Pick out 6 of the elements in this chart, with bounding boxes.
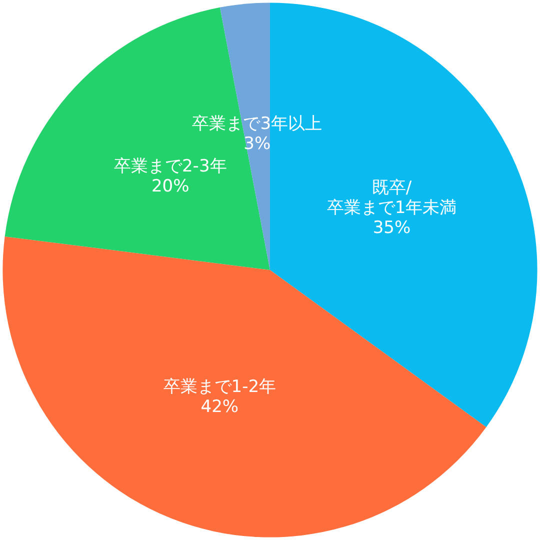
data-label: 35% — [372, 218, 411, 238]
slice-label: 既卒/ 卒業まで1年未満 — [326, 178, 457, 218]
data-label: 20% — [151, 176, 190, 196]
data-label: 42% — [200, 397, 239, 418]
slice-label: 卒業まで2-3年 — [114, 156, 227, 176]
slice-label: 卒業まで1-2年 — [163, 377, 276, 398]
